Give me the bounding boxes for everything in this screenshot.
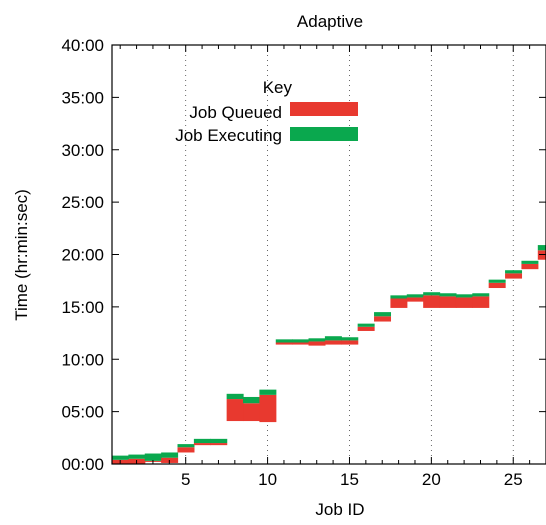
job-bars — [112, 245, 546, 464]
executing-bar — [357, 323, 375, 327]
queued-bar — [488, 282, 506, 289]
executing-bar — [144, 453, 162, 461]
queued-bar — [193, 443, 211, 446]
queued-bar — [243, 403, 260, 422]
x-tick-label: 20 — [422, 470, 441, 489]
executing-bar — [439, 293, 457, 297]
executing-bar — [423, 292, 441, 296]
queued-bar — [324, 340, 342, 345]
y-tick-label: 35:00 — [61, 88, 104, 107]
executing-bar — [537, 245, 546, 251]
executing-bar — [406, 294, 424, 298]
legend-label-executing: Job Executing — [175, 126, 282, 145]
executing-bar — [390, 295, 408, 299]
legend: Key Job Queued Job Executing — [175, 78, 358, 145]
executing-bar — [161, 452, 179, 458]
executing-bar — [324, 336, 342, 341]
queued-bar — [275, 342, 293, 345]
executing-bar — [521, 260, 539, 264]
y-tick-label: 25:00 — [61, 193, 104, 212]
queued-bar — [259, 394, 277, 423]
x-tick-label: 15 — [340, 470, 359, 489]
executing-bar — [275, 339, 293, 343]
queued-bar — [472, 296, 490, 308]
y-tick-label: 40:00 — [61, 36, 104, 55]
queued-bar — [341, 340, 359, 345]
legend-title: Key — [263, 78, 293, 97]
executing-bar — [308, 338, 326, 342]
executing-bar — [292, 339, 310, 343]
chart-title: Adaptive — [297, 12, 363, 31]
x-tick-label: 10 — [258, 470, 277, 489]
executing-bar — [374, 312, 392, 317]
queued-bar — [210, 443, 228, 446]
queued-bar — [423, 295, 441, 308]
queued-bar — [390, 298, 408, 308]
y-tick-label: 10:00 — [61, 350, 104, 369]
x-tick-label: 25 — [504, 470, 523, 489]
legend-swatch-executing — [290, 127, 358, 141]
x-axis-ticks: 5 10 15 20 25 — [119, 45, 546, 489]
queued-bar — [406, 297, 424, 302]
executing-bar — [128, 454, 146, 459]
executing-bar — [472, 293, 490, 297]
y-axis-ticks: 00:00 05:00 10:00 15:00 20:00 25:00 30:00 35:00… — [61, 36, 546, 474]
queued-bar — [521, 263, 539, 270]
y-tick-label: 00:00 — [61, 455, 104, 474]
legend-label-queued: Job Queued — [189, 103, 282, 122]
queued-bar — [505, 273, 523, 279]
legend-swatch-queued — [290, 102, 358, 116]
executing-bar — [177, 444, 195, 448]
executing-bar — [243, 396, 260, 404]
executing-bar — [210, 438, 228, 444]
y-tick-label: 15:00 — [61, 298, 104, 317]
executing-bar — [112, 455, 129, 460]
queued-bar — [439, 296, 457, 308]
queued-bar — [374, 316, 392, 322]
queued-bar — [308, 341, 326, 346]
executing-bar — [259, 389, 277, 395]
queued-bar — [537, 250, 546, 260]
y-tick-label: 05:00 — [61, 403, 104, 422]
queued-bar — [357, 326, 375, 331]
queued-bar — [292, 342, 310, 345]
y-tick-label: 20:00 — [61, 246, 104, 265]
x-tick-label: 5 — [181, 470, 190, 489]
executing-bar — [505, 270, 523, 274]
queued-bar — [455, 297, 473, 308]
executing-bar — [488, 279, 506, 283]
executing-bar — [193, 438, 211, 444]
executing-bar — [226, 393, 244, 400]
y-tick-label: 30:00 — [61, 141, 104, 160]
y-axis-label: Time (hr:min:sec) — [12, 189, 31, 321]
queued-bar — [177, 447, 195, 453]
queued-bar — [226, 399, 244, 422]
executing-bar — [455, 294, 473, 298]
x-axis-label: Job ID — [315, 500, 364, 519]
executing-bar — [341, 337, 359, 341]
